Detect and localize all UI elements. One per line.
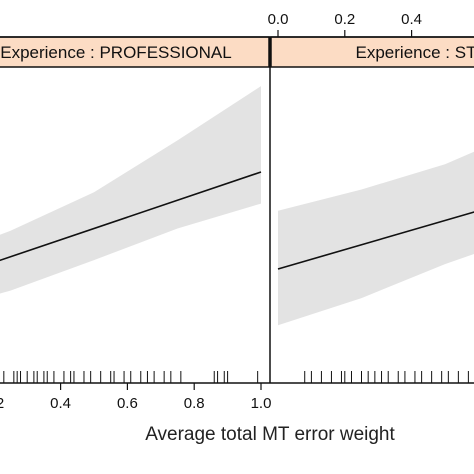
confidence-band (278, 151, 474, 326)
x-axis-title: Average total MT error weight (145, 424, 395, 445)
x-tick-label: 1.0 (251, 395, 272, 412)
strip-background-professional (0, 36, 270, 68)
top-x-axis: 0.0 0.2 0.4 (268, 11, 422, 37)
confidence-band (0, 86, 261, 294)
x-tick-label: 0.6 (117, 395, 138, 412)
strip-background-st (270, 36, 474, 68)
bottom-x-axis: 0.2 0.4 0.6 0.8 1.0 (0, 383, 271, 412)
strip-label-st: Experience : ST (356, 43, 474, 62)
fit-line (277, 211, 474, 270)
x-tick-label: 0.2 (0, 395, 4, 412)
fit-line (0, 171, 262, 262)
x-tick-label-top: 0.4 (401, 11, 422, 28)
x-tick-label: 0.8 (184, 395, 205, 412)
strip-label-professional: Experience : PROFESSIONAL (0, 43, 231, 62)
x-tick-label: 0.4 (50, 395, 71, 412)
x-tick-label-top: 0.2 (334, 11, 355, 28)
x-tick-label-top: 0.0 (268, 11, 289, 28)
panel-professional (0, 86, 262, 383)
panel-st (277, 151, 474, 383)
